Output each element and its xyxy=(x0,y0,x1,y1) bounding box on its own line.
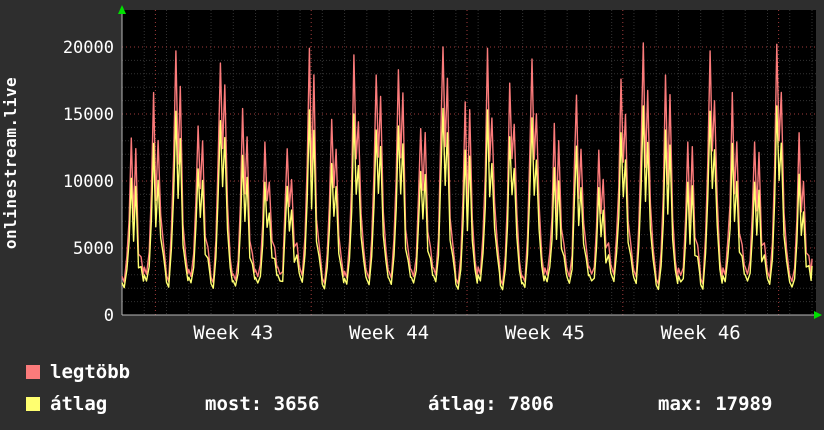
legend-item-legtobb: legtöbb xyxy=(26,360,130,384)
x-axis-arrow-icon xyxy=(814,311,822,319)
legend-item-atlag: átlag xyxy=(26,392,107,416)
x-tick-label: Week 45 xyxy=(505,322,585,344)
legend-swatch-atlag xyxy=(26,397,40,411)
y-tick-label: 0 xyxy=(104,306,114,326)
traffic-chart: 0 5000 10000 15000 20000 Week 43 Week 44 Week 4… xyxy=(63,5,822,344)
x-tick-label: Week 43 xyxy=(193,322,273,344)
series-line-atlag xyxy=(121,105,813,291)
stat-atlag: átlag: 7806 xyxy=(428,393,554,415)
x-tick-label: Week 44 xyxy=(349,322,429,344)
legend-label-atlag: átlag xyxy=(50,393,108,415)
legend-label-legtobb: legtöbb xyxy=(50,361,131,383)
stat-max: max: 17989 xyxy=(658,393,773,415)
x-tick-label: Week 46 xyxy=(661,322,741,344)
y-tick-label: 15000 xyxy=(63,105,114,125)
chart-area: 0 5000 10000 15000 20000 Week 43 Week 44 Week 4… xyxy=(63,5,822,344)
y-tick-label: 10000 xyxy=(63,172,114,192)
y-axis-arrow-icon xyxy=(118,5,126,14)
y-tick-label: 5000 xyxy=(73,239,114,259)
legend-swatch-legtobb xyxy=(26,365,40,379)
y-tick-label: 20000 xyxy=(63,38,114,58)
stat-most: most: 3656 xyxy=(205,393,320,415)
